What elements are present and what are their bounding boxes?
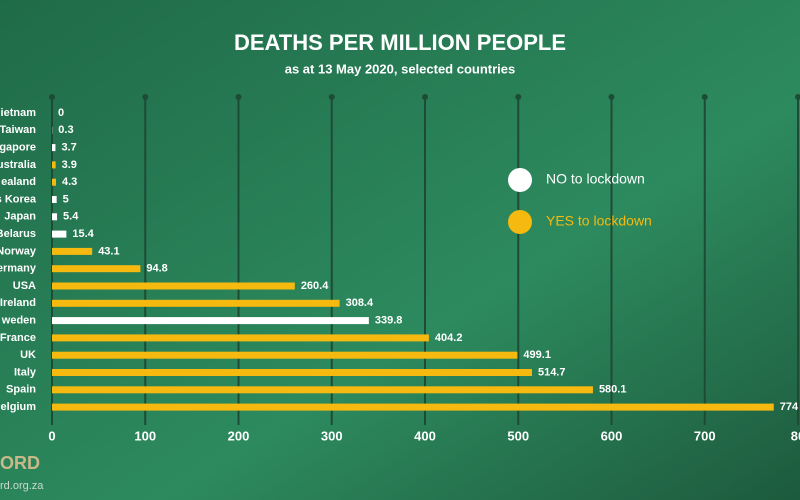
logo: ORD [0, 453, 40, 473]
y-tick-label: Italy [14, 366, 37, 378]
legend-marker [508, 210, 532, 234]
bar [52, 230, 67, 238]
grid-dot [328, 94, 335, 100]
grid-dot [235, 94, 242, 100]
value-label: 5.4 [63, 211, 79, 223]
y-tick-label: ietnam [1, 107, 37, 119]
y-tick-label: UK [20, 349, 36, 361]
value-label: 308.4 [346, 297, 374, 309]
y-tick-label: ermany [0, 263, 37, 275]
y-tick-label: Spain [6, 384, 36, 396]
legend-label: NO to lockdown [546, 171, 645, 187]
value-label: 0 [58, 107, 64, 119]
y-tick-label: ealand [1, 176, 36, 188]
y-tick-label: ustralia [0, 159, 37, 171]
value-label: 260.4 [301, 280, 329, 292]
x-tick-label: 500 [507, 428, 529, 443]
x-tick-label: 300 [321, 428, 343, 443]
bar [52, 161, 56, 169]
x-tick-label: 200 [228, 428, 250, 443]
bar [52, 265, 141, 273]
bar [52, 334, 429, 342]
y-tick-label: Norway [0, 245, 37, 257]
url: rd.org.za [0, 480, 44, 492]
x-tick-label: 0 [48, 428, 55, 443]
x-tick-label: 400 [414, 428, 436, 443]
bar [52, 178, 57, 186]
grid-dot [608, 94, 615, 100]
y-tick-label: France [0, 332, 36, 344]
grid-dot [142, 94, 149, 100]
y-tick-label: weden [1, 315, 37, 327]
grid-dot [701, 94, 708, 100]
value-label: 43.1 [98, 245, 119, 257]
value-label: 3.9 [62, 159, 77, 171]
grid-dot [422, 94, 428, 100]
y-tick-label: Ireland [0, 297, 36, 309]
value-label: 774 [780, 401, 799, 413]
bar [52, 213, 58, 221]
bar [52, 351, 518, 359]
value-label: 339.8 [375, 315, 403, 327]
value-label: 5 [63, 193, 69, 205]
y-tick-label: USA [13, 280, 36, 292]
value-label: 0.3 [58, 124, 73, 136]
y-tick-label: s Korea [0, 193, 37, 205]
value-label: 514.7 [538, 366, 566, 378]
legend-label: YES to lockdown [546, 213, 652, 229]
bar [52, 403, 774, 411]
grid-dot [515, 94, 522, 100]
value-label: 499.1 [523, 349, 551, 361]
y-tick-label: Taiwan [0, 124, 36, 136]
grid-dot [795, 94, 800, 100]
bar [52, 386, 593, 394]
bar [52, 317, 369, 325]
x-tick-label: 600 [601, 428, 623, 443]
value-label: 580.1 [599, 384, 627, 396]
value-label: 94.8 [146, 263, 167, 275]
legend-marker [508, 168, 532, 192]
y-tick-label: elgium [1, 401, 37, 413]
bar [52, 369, 532, 376]
x-tick-label: 700 [694, 428, 716, 443]
chart-subtitle: as at 13 May 2020, selected countries [285, 61, 516, 76]
value-label: 404.2 [435, 332, 463, 344]
value-label: 4.3 [62, 176, 77, 188]
y-tick-label: Japan [4, 211, 36, 223]
x-tick-label: 80 [791, 428, 800, 443]
x-tick-label: 100 [134, 428, 156, 443]
bar [52, 247, 93, 255]
chart-title: DEATHS PER MILLION PEOPLE [234, 30, 566, 55]
y-tick-label: gapore [0, 142, 36, 154]
bar [52, 196, 57, 203]
bar [52, 282, 295, 290]
bar [52, 299, 340, 307]
value-label: 15.4 [72, 228, 94, 240]
grid-dot [49, 94, 55, 100]
y-tick-label: Belarus [0, 228, 36, 240]
value-label: 3.7 [61, 142, 76, 154]
bar [52, 144, 56, 152]
